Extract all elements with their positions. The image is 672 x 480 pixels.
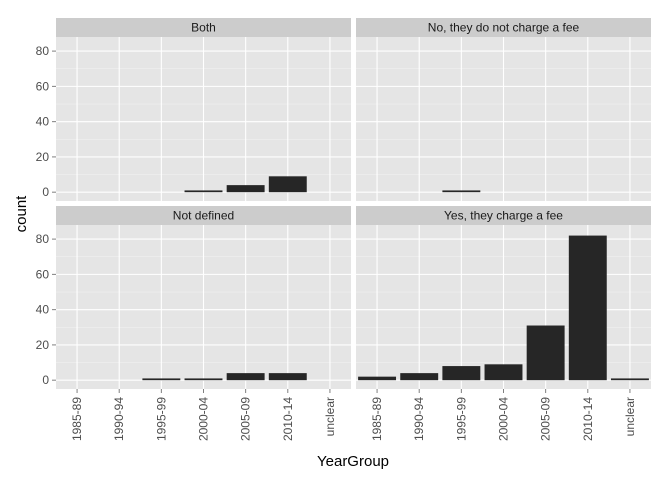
bar-2000-04 xyxy=(184,190,223,193)
bar-2005-09 xyxy=(526,325,565,381)
x-tick-label: unclear xyxy=(323,397,337,436)
y-tick-label: 20 xyxy=(36,150,50,164)
bar-1995-99 xyxy=(442,190,481,193)
facet-yes-they-charge-a-fee: Yes, they charge a fee xyxy=(356,206,651,389)
facet-strip xyxy=(56,206,351,225)
facet-title: No, they do not charge a fee xyxy=(428,21,580,35)
bar-2005-09 xyxy=(226,185,265,193)
y-axes: 0 20 40 60 80 0 20 40 60 80 xyxy=(36,44,56,387)
facet-strip xyxy=(356,18,651,37)
bar-2010-14 xyxy=(268,176,307,193)
x-tick-label: unclear xyxy=(623,397,637,436)
bar-2010-14 xyxy=(268,373,307,381)
y-tick-label: 60 xyxy=(36,267,50,281)
bar-1995-99 xyxy=(142,378,181,381)
x-tick-label: 1985-89 xyxy=(70,397,84,441)
facet-strip xyxy=(356,206,651,225)
x-tick-label: 1995-99 xyxy=(154,397,168,441)
y-tick-label: 40 xyxy=(36,303,50,317)
x-axis: 1985-89 1990-94 1995-99 2000-04 2005-09 2010-… xyxy=(70,389,637,441)
bar-2005-09 xyxy=(226,373,265,381)
x-tick-label: 2010-14 xyxy=(281,397,295,441)
y-tick-label: 0 xyxy=(42,373,49,387)
bar-1995-99 xyxy=(442,366,481,381)
y-tick-label: 0 xyxy=(42,185,49,199)
y-tick-label: 80 xyxy=(36,232,50,246)
y-tick-label: 20 xyxy=(36,338,50,352)
x-tick-label: 1990-94 xyxy=(112,397,126,441)
x-tick-label: 1985-89 xyxy=(370,397,384,441)
x-tick-label: 2000-04 xyxy=(497,397,511,441)
bar-1990-94 xyxy=(400,373,439,381)
y-tick-label: 80 xyxy=(36,44,50,58)
y-tick-label: 40 xyxy=(36,115,50,129)
x-tick-label: 2005-09 xyxy=(539,397,553,441)
y-axis-title: count xyxy=(13,195,30,233)
bar-2000-04 xyxy=(484,364,523,381)
facet-not-defined: Not defined xyxy=(56,206,351,389)
x-tick-label: 2005-09 xyxy=(239,397,253,441)
x-tick-label: 1990-94 xyxy=(412,397,426,441)
bar-2010-14 xyxy=(568,235,607,381)
facet-title: Yes, they charge a fee xyxy=(444,209,563,223)
x-tick-label: 2010-14 xyxy=(581,397,595,441)
facet-both: Both xyxy=(56,18,351,201)
x-tick-label: 1995-99 xyxy=(454,397,468,441)
facet-title: Both xyxy=(191,21,216,35)
bar-1985-89 xyxy=(358,376,397,381)
x-axis-title: YearGroup xyxy=(317,453,389,470)
bar-unclear xyxy=(610,378,649,381)
y-tick-label: 60 xyxy=(36,79,50,93)
x-tick-label: 2000-04 xyxy=(197,397,211,441)
facet-strip xyxy=(56,18,351,37)
facet-title: Not defined xyxy=(173,209,234,223)
facet-panels: Both No, they do not charge a fee Not defi… xyxy=(56,18,651,389)
facet-no-they-do-not-charge-a-fee: No, they do not charge a fee xyxy=(356,18,651,201)
bar-2000-04 xyxy=(184,378,223,381)
